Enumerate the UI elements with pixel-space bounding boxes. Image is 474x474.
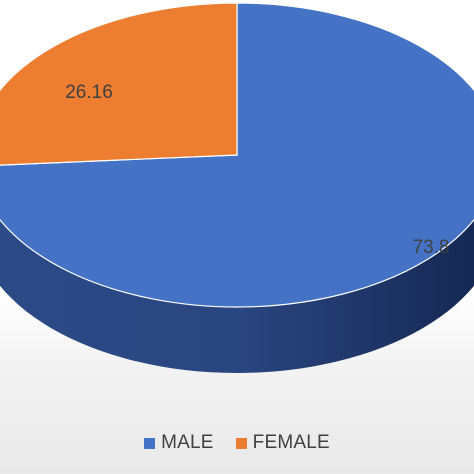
- legend: MALE FEMALE: [0, 432, 474, 454]
- legend-label-male: MALE: [161, 432, 214, 453]
- data-label-female: 26.16: [65, 82, 113, 103]
- data-label-male: 73.8: [413, 237, 450, 258]
- legend-item-female[interactable]: FEMALE: [235, 432, 330, 454]
- legend-swatch-male: [144, 437, 156, 449]
- pie-slice-side-male: [0, 219, 474, 373]
- legend-item-male[interactable]: MALE: [144, 432, 214, 454]
- legend-label-female: FEMALE: [252, 432, 330, 453]
- pie-slice-female[interactable]: [0, 2, 238, 166]
- legend-swatch-female: [235, 437, 247, 449]
